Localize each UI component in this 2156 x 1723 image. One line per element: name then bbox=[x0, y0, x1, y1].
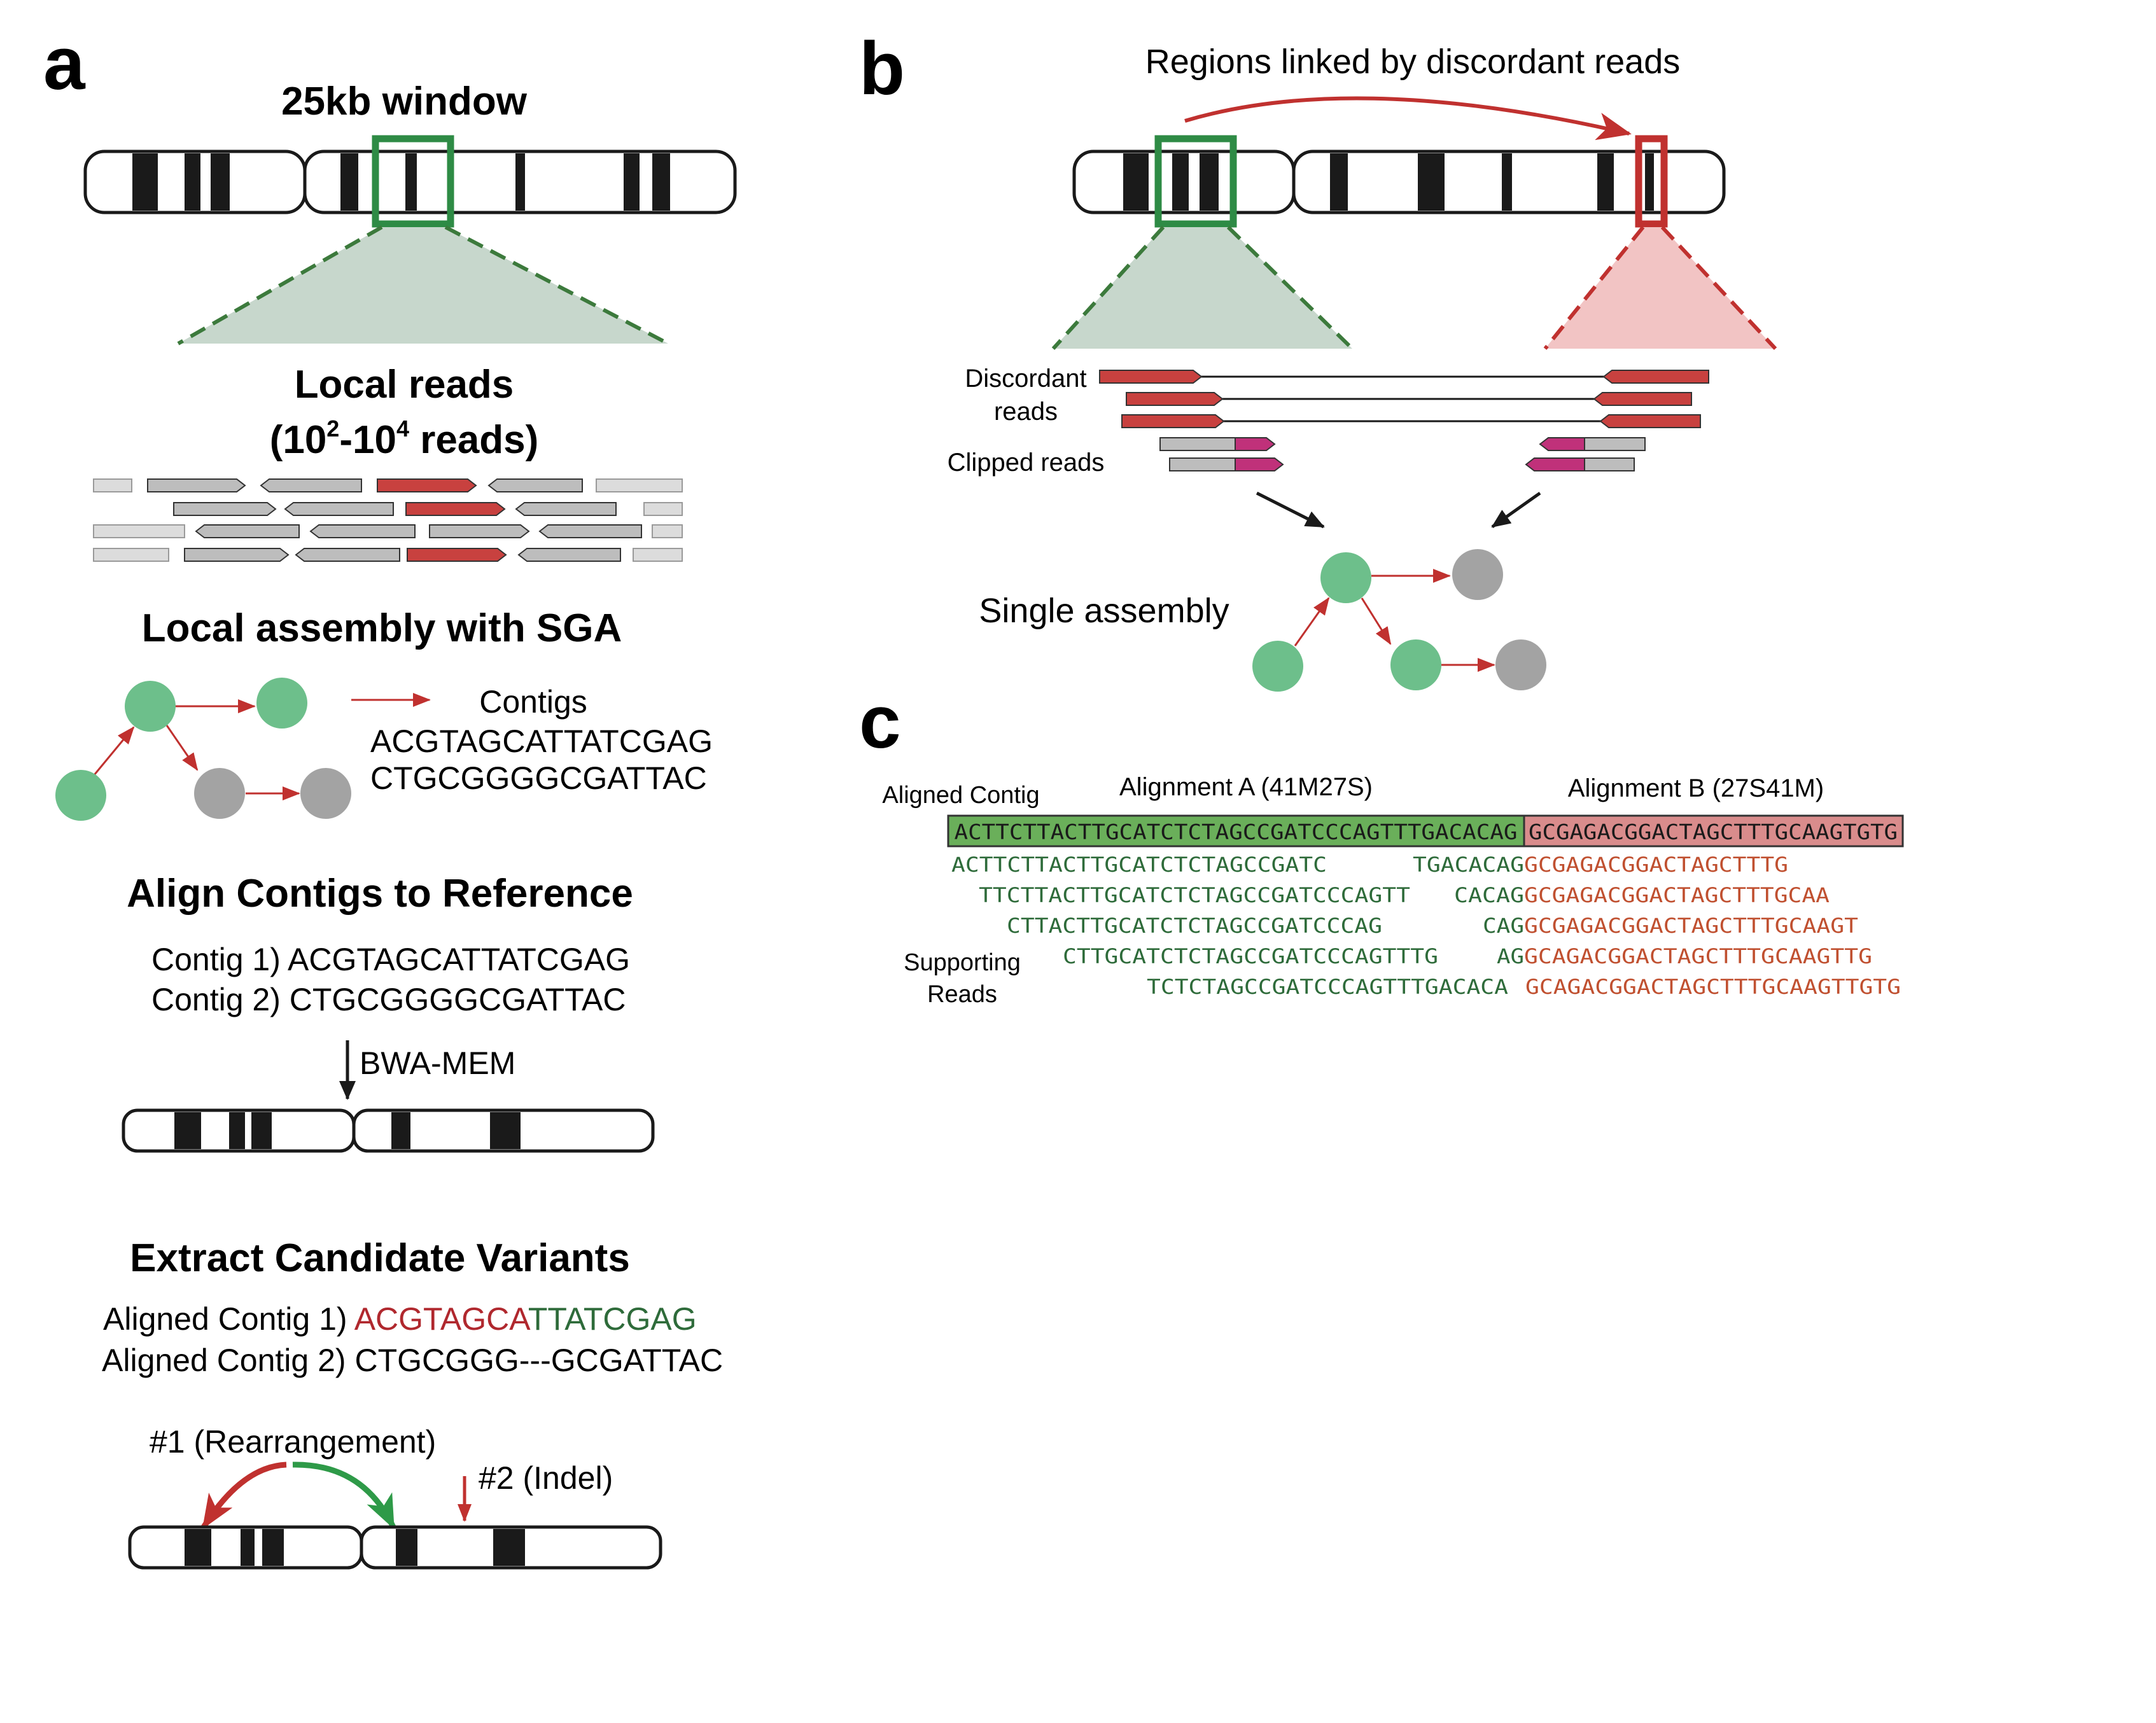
variant-1-label: #1 (Rearrangement) bbox=[150, 1424, 436, 1460]
contig-sequence-red: GCGAGACGGACTAGCTTTGCAAGTGTG bbox=[1529, 820, 1898, 844]
contig-sequence-2: CTGCGGGGCGATTAC bbox=[370, 760, 707, 796]
region-box-red bbox=[1635, 135, 1668, 228]
graph-node bbox=[1390, 639, 1441, 690]
chromosome-a-variants bbox=[128, 1525, 662, 1570]
panel-b-letter: b bbox=[859, 27, 905, 111]
read-a-3: CTTACTTGCATCTCTAGCCGATCCCAG bbox=[1007, 914, 1382, 938]
aligned-contig-label: Aligned Contig bbox=[882, 782, 1039, 809]
graph-node bbox=[1452, 549, 1503, 600]
chromosome-b bbox=[1072, 150, 1726, 214]
assembly-graph-b bbox=[1252, 549, 1546, 692]
graph-node bbox=[300, 768, 351, 819]
assembly-title: Local assembly with SGA bbox=[142, 606, 622, 650]
graph-node bbox=[1320, 552, 1371, 603]
contigs-label: Contigs bbox=[479, 684, 587, 720]
chromosome-a-top bbox=[83, 150, 737, 214]
local-reads-count: (102-104 reads) bbox=[270, 415, 539, 462]
discordant-label-1: Discordant bbox=[965, 365, 1086, 393]
discordant-label-2: reads bbox=[994, 398, 1058, 426]
panel-a-letter: a bbox=[43, 22, 86, 106]
clipped-reads bbox=[1159, 437, 1646, 471]
chromosome-a-reference bbox=[122, 1108, 655, 1153]
read-a-4: CTTGCATCTCTAGCCGATCCCAGTTTG bbox=[1063, 944, 1438, 968]
window-title: 25kb window bbox=[281, 80, 528, 123]
panel-c-letter: c bbox=[859, 680, 901, 764]
region-box-green bbox=[1154, 135, 1237, 228]
aligned-contig-2: Aligned Contig 2) CTGCGGG---GCGATTAC bbox=[102, 1343, 723, 1378]
read-a-2: TTCTTACTTGCATCTCTAGCCGATCCCAGTT bbox=[979, 883, 1410, 907]
read-b-4: AGGCAGACGGACTAGCTTTGCAAGTTG bbox=[1497, 944, 1872, 968]
graph-node bbox=[1252, 641, 1303, 692]
rearrangement-arrow-red bbox=[201, 1461, 287, 1530]
read-a-1: ACTTCTTACTTGCATCTCTAGCCGATC bbox=[951, 853, 1327, 877]
graph-node bbox=[1495, 639, 1546, 690]
aligned-contig-1: Aligned Contig 1) ACGTAGCATTATCGAG bbox=[103, 1301, 697, 1337]
read-b-3: CAGGCGAGACGGACTAGCTTTGCAAGT bbox=[1483, 914, 1858, 938]
assembly-graph-a bbox=[55, 678, 351, 821]
contig-line-1: Contig 1) ACGTAGCATTATCGAG bbox=[151, 942, 630, 977]
supporting-reads-b: TGACACAGGCGAGACGGACTAGCTTTG CACAGGCGAGAC… bbox=[1413, 853, 1901, 999]
supporting-label-1: Supporting bbox=[904, 949, 1021, 976]
contig-sequence-green: ACTTCTTACTTGCATCTCTAGCCGATCCCAGTTTGACACA… bbox=[955, 820, 1518, 844]
zoom-wedge-red-b bbox=[1545, 227, 1775, 349]
zoom-wedge-green-b bbox=[1053, 227, 1352, 349]
extract-title: Extract Candidate Variants bbox=[130, 1236, 630, 1280]
discordant-reads bbox=[1099, 370, 1709, 428]
merge-arrow-right bbox=[1491, 491, 1541, 529]
read-b-1: TGACACAGGCGAGACGGACTAGCTTTG bbox=[1413, 853, 1788, 877]
align-title: Align Contigs to Reference bbox=[127, 872, 633, 916]
alignment-a-label: Alignment A (41M27S) bbox=[1119, 773, 1373, 801]
rearrangement-arrow-green bbox=[292, 1461, 396, 1530]
clipped-label: Clipped reads bbox=[948, 449, 1105, 477]
read-b-5: GCAGACGGACTAGCTTTGCAAGTTGTG bbox=[1525, 975, 1901, 999]
contig-line-2: Contig 2) CTGCGGGGCGATTAC bbox=[151, 982, 626, 1017]
variant-2-label: #2 (Indel) bbox=[479, 1460, 613, 1496]
graph-node bbox=[256, 678, 307, 729]
contig-segment-b bbox=[1523, 814, 1904, 848]
supporting-label-2: Reads bbox=[927, 981, 997, 1008]
read-b-2: CACAGGCGAGACGGACTAGCTTTGCAA bbox=[1454, 883, 1830, 907]
window-box bbox=[372, 135, 454, 228]
local-reads-pile bbox=[93, 478, 683, 562]
single-assembly-label: Single assembly bbox=[979, 592, 1229, 630]
zoom-wedge-green bbox=[178, 227, 668, 344]
local-reads-title: Local reads bbox=[295, 363, 514, 407]
merge-arrow-left bbox=[1256, 491, 1325, 529]
graph-node bbox=[55, 770, 106, 821]
graph-node bbox=[194, 768, 245, 819]
supporting-reads-a: ACTTCTTACTTGCATCTCTAGCCGATC TTCTTACTTGCA… bbox=[951, 853, 1508, 999]
graph-node bbox=[125, 681, 176, 732]
contig-sequence-1: ACGTAGCATTATCGAG bbox=[370, 723, 713, 759]
aligner-label: BWA-MEM bbox=[360, 1045, 515, 1081]
alignment-b-label: Alignment B (27S41M) bbox=[1568, 774, 1824, 802]
link-arrow bbox=[1184, 96, 1632, 141]
panel-b-title: Regions linked by discordant reads bbox=[1145, 43, 1680, 81]
contig-segment-a bbox=[947, 814, 1525, 848]
read-a-5: TCTCTAGCCGATCCCAGTTTGACACA bbox=[1147, 975, 1508, 999]
